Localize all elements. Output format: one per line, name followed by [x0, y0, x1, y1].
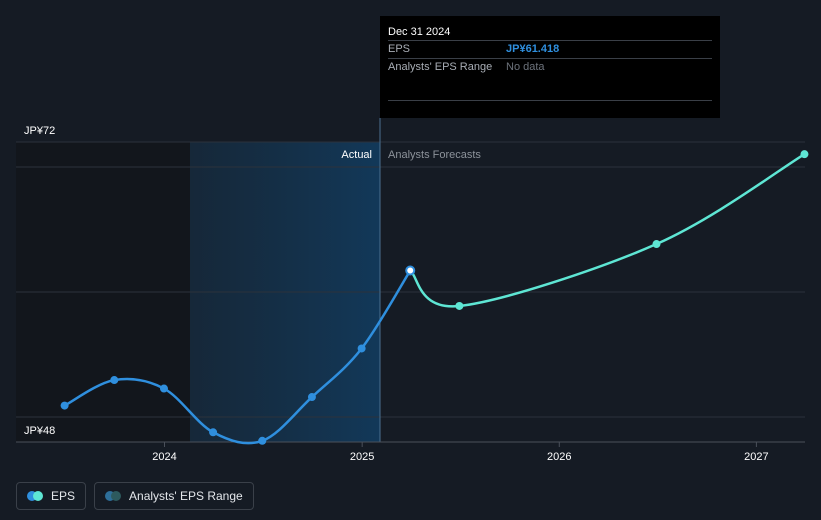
forecast-eps-point[interactable] [652, 240, 661, 249]
tooltip-row-eps: EPS JP¥61.418 [388, 40, 712, 58]
tooltip-eps-value: JP¥61.418 [506, 43, 560, 55]
actual-eps-point[interactable] [60, 401, 69, 410]
region-label-forecast: Analysts Forecasts [388, 149, 481, 161]
actual-eps-point[interactable] [258, 436, 267, 445]
tooltip-range-label: Analysts' EPS Range [388, 61, 493, 73]
tooltip-eps-label: EPS [388, 43, 411, 55]
region-label-actual: Actual [341, 149, 372, 161]
tooltip-range-value: No data [506, 61, 545, 73]
tooltip-date: Dec 31 2024 [388, 26, 451, 38]
y-label-bottom: JP¥48 [24, 425, 55, 437]
legend-eps-label: EPS [51, 489, 76, 503]
x-tick-label: 2027 [744, 451, 768, 463]
eps-chart: JP¥72 JP¥48 Actual Analysts Forecasts 20… [16, 118, 809, 463]
actual-eps-point[interactable] [307, 393, 316, 402]
tooltip-divider [388, 100, 712, 101]
legend-range-swatch-icon [105, 491, 122, 501]
actual-eps-point[interactable] [209, 428, 218, 437]
x-tick-label: 2026 [547, 451, 571, 463]
actual-eps-point[interactable] [110, 376, 119, 385]
x-tick-label: 2025 [350, 451, 374, 463]
eps-highlight-point[interactable] [405, 265, 416, 276]
tooltip-row-range: Analysts' EPS Range No data [388, 58, 712, 76]
legend-eps[interactable]: EPS [16, 482, 87, 510]
chart-legend: EPS Analysts' EPS Range [16, 482, 254, 510]
forecast-eps-point[interactable] [455, 301, 464, 310]
legend-eps-range[interactable]: Analysts' EPS Range [94, 482, 254, 510]
legend-range-label: Analysts' EPS Range [129, 489, 243, 503]
legend-eps-swatch-icon [27, 491, 43, 501]
forecast-eps-line [409, 153, 806, 308]
eps-tooltip: Dec 31 2024 EPS JP¥61.418 Analysts' EPS … [380, 16, 720, 118]
x-tick-label: 2024 [152, 451, 176, 463]
actual-eps-point[interactable] [357, 344, 366, 353]
actual-eps-point[interactable] [159, 384, 168, 393]
forecast-eps-point[interactable] [800, 150, 809, 159]
y-label-top: JP¥72 [24, 125, 55, 137]
